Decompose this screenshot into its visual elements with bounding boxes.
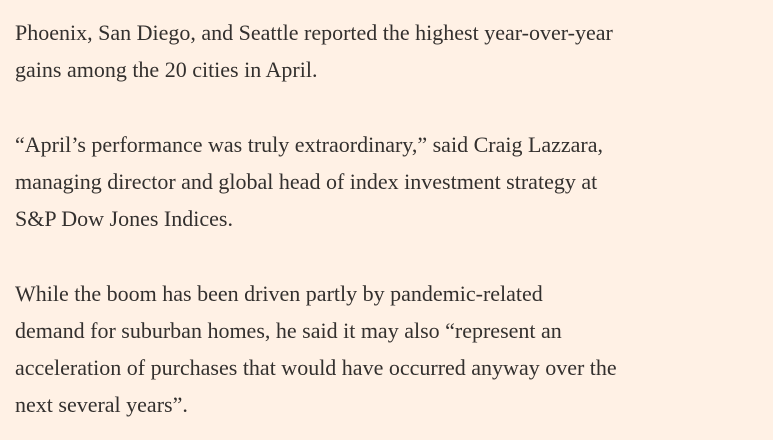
text-line: acceleration of purchases that would hav… — [15, 355, 617, 380]
text-line: “April’s performance was truly extraordi… — [15, 132, 604, 157]
text-line: Phoenix, San Diego, and Seattle reported… — [15, 20, 613, 45]
paragraph: While the boom has been driven partly by… — [15, 275, 773, 423]
text-line: While the boom has been driven partly by… — [15, 281, 543, 306]
text-line: next several years”. — [15, 392, 188, 417]
text-line: S&P Dow Jones Indices. — [15, 206, 233, 231]
text-line: gains among the 20 cities in April. — [15, 57, 318, 82]
paragraph: “April’s performance was truly extraordi… — [15, 126, 773, 237]
text-line: demand for suburban homes, he said it ma… — [15, 318, 562, 343]
text-line: managing director and global head of ind… — [15, 169, 598, 194]
article: Phoenix, San Diego, and Seattle reported… — [15, 14, 773, 423]
paragraph: Phoenix, San Diego, and Seattle reported… — [15, 14, 773, 88]
